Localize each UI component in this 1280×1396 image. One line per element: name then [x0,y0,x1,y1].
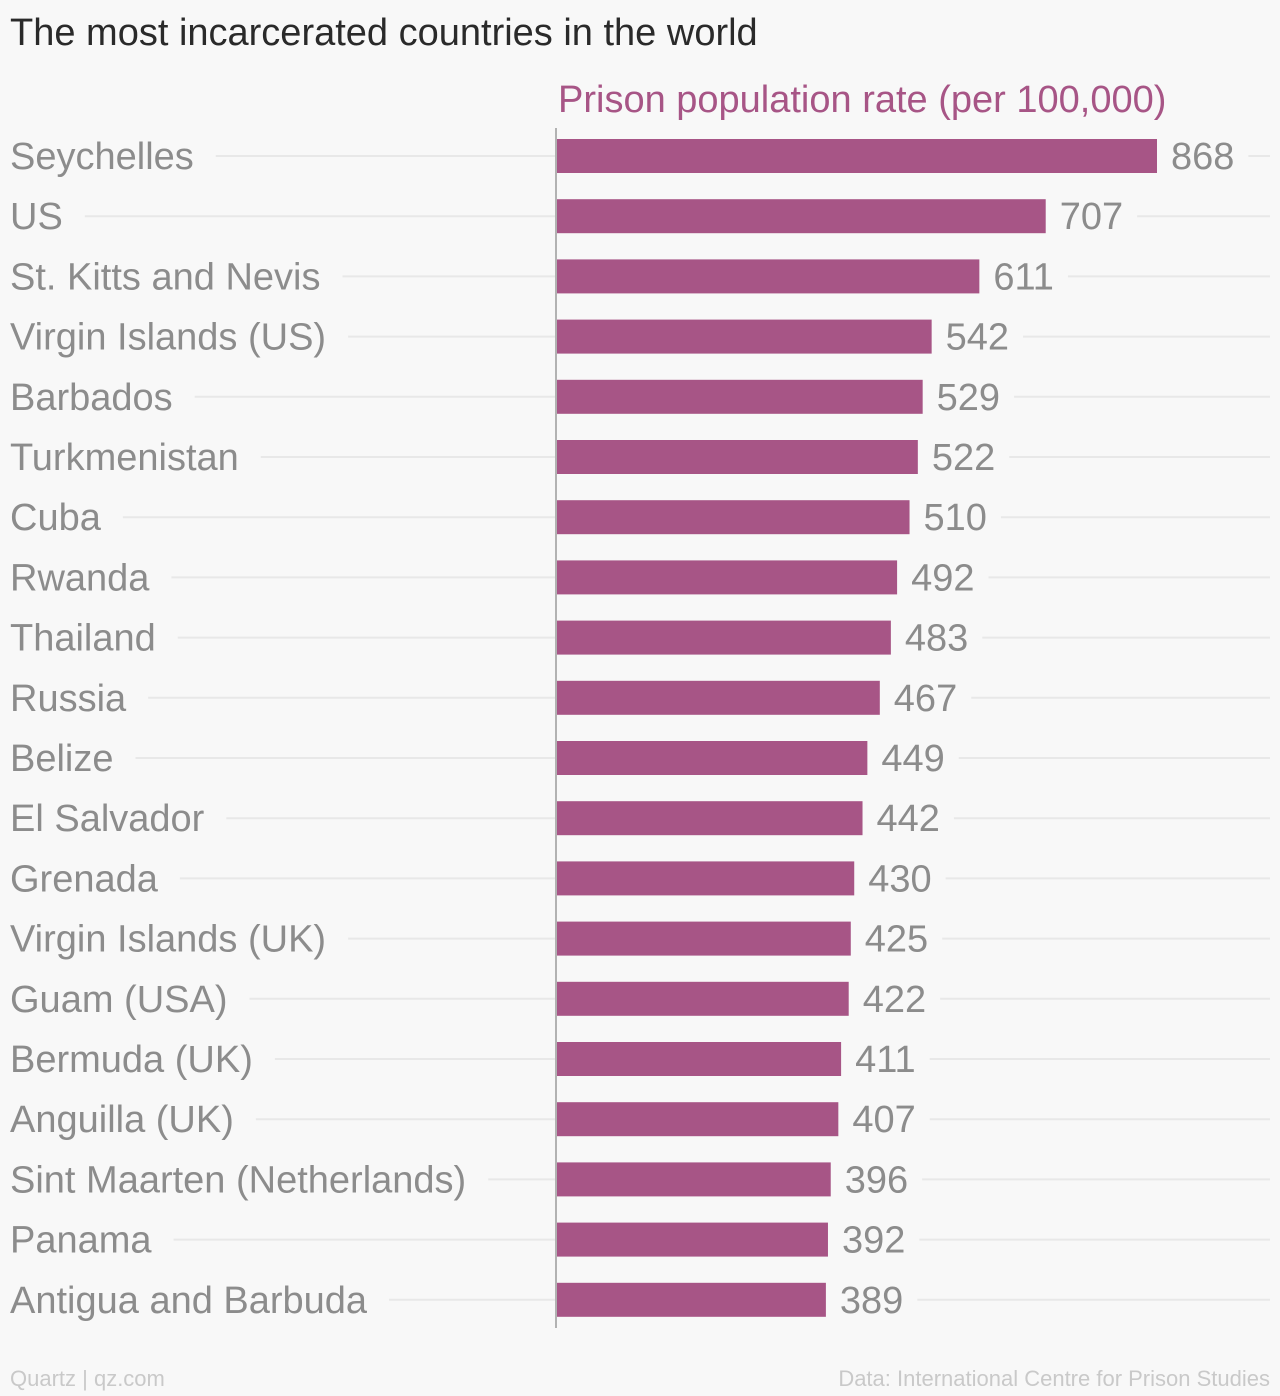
bar [557,379,923,414]
category-label: Virgin Islands (UK) [10,919,326,961]
bar [557,981,849,1016]
value-label: 542 [946,317,1009,359]
value-label: 449 [881,738,944,780]
category-label: Turkmenistan [10,437,239,479]
value-label: 442 [877,798,940,840]
series-label: Prison population rate (per 100,000) [558,79,1166,121]
bar [557,861,855,896]
value-label: 492 [911,557,974,599]
value-label: 411 [855,1039,916,1081]
value-label: 422 [863,979,926,1021]
value-label: 707 [1060,196,1123,238]
category-label: Seychelles [10,136,194,178]
category-label: Thailand [10,618,156,660]
value-label: 868 [1171,136,1234,178]
category-label: Sint Maarten (Netherlands) [10,1159,466,1201]
value-label: 396 [845,1159,908,1201]
category-label: Guam (USA) [10,979,227,1021]
value-label: 483 [905,618,968,660]
value-label: 389 [840,1280,903,1322]
bar [557,921,851,956]
value-label: 430 [868,858,931,900]
bar [557,680,880,715]
category-label: Cuba [10,497,102,539]
category-label: El Salvador [10,798,205,840]
value-label: 467 [894,678,957,720]
value-label: 510 [924,497,987,539]
value-label: 611 [993,256,1054,298]
bar [557,620,891,655]
bar [557,1042,842,1076]
value-label: 529 [937,377,1000,419]
value-label: 392 [842,1220,905,1262]
bar [557,741,868,775]
bar [557,560,898,595]
value-label: 407 [852,1099,915,1141]
bar [557,500,910,535]
footer-source-right: Data: International Centre for Prison St… [838,1366,1270,1391]
bar [557,1282,826,1317]
category-label: US [10,196,63,238]
bar [557,1222,828,1257]
category-label: Anguilla (UK) [10,1099,234,1141]
category-label: Rwanda [10,557,150,599]
category-label: St. Kitts and Nevis [10,256,320,298]
bar [557,319,932,354]
bar [557,1162,831,1197]
bar [557,199,1046,234]
bar [557,259,980,294]
footer-source-left: Quartz | qz.com [10,1366,165,1391]
bar [557,139,1157,173]
category-label: Virgin Islands (US) [10,317,326,359]
bar [557,1102,839,1137]
category-label: Grenada [10,858,159,900]
value-label: 425 [865,919,928,961]
category-label: Antigua and Barbuda [10,1280,368,1322]
category-label: Russia [10,678,127,720]
chart-title: The most incarcerated countries in the w… [10,12,758,54]
category-label: Panama [10,1220,152,1262]
category-label: Belize [10,738,114,780]
bar [557,801,863,836]
category-label: Bermuda (UK) [10,1039,253,1081]
category-label: Barbados [10,377,173,419]
value-label: 522 [932,437,995,479]
bar [557,440,918,474]
